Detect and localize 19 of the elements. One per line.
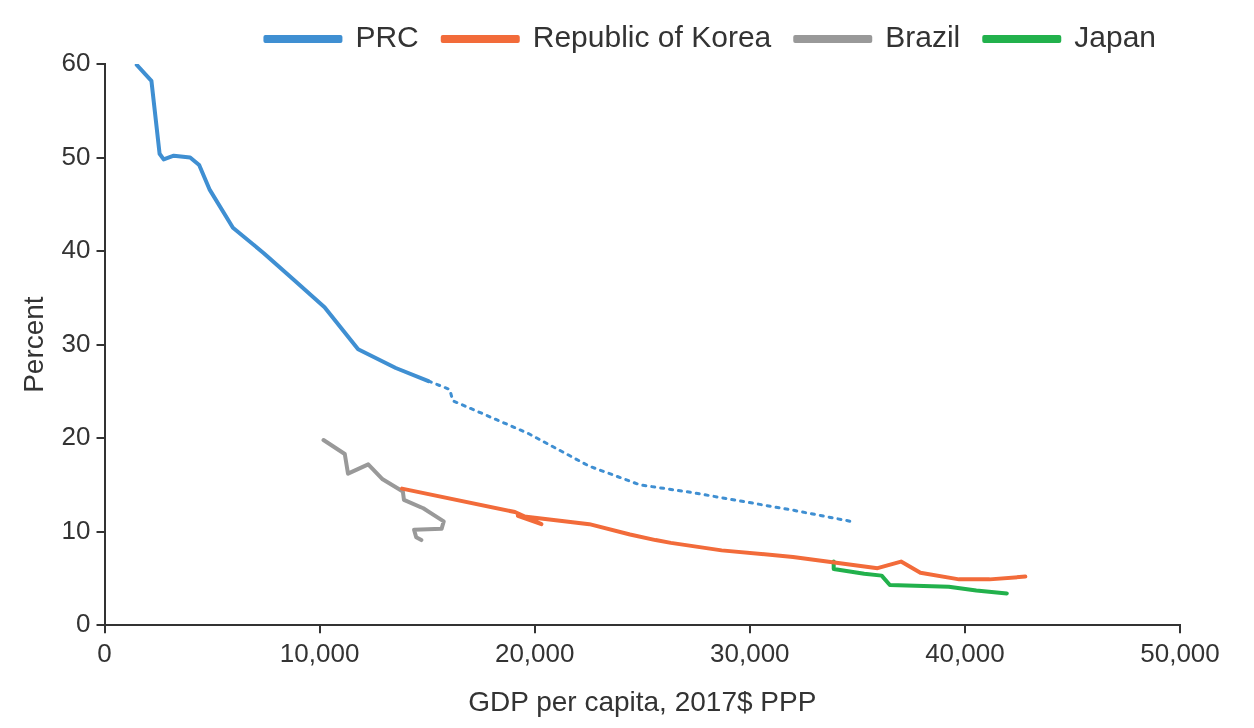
y-axis-title: Percent xyxy=(17,296,49,393)
y-tick-label: 40 xyxy=(61,234,91,265)
x-tick-label: 0 xyxy=(97,637,112,668)
legend-label: PRC xyxy=(355,20,419,54)
y-tick-label: 10 xyxy=(61,514,91,545)
legend-label: Republic of Korea xyxy=(532,20,772,54)
legend-label: Brazil xyxy=(885,20,961,54)
x-tick-label: 10,000 xyxy=(279,637,360,668)
y-tick-label: 0 xyxy=(76,608,91,639)
x-tick-label: 40,000 xyxy=(925,637,1005,668)
legend-label: Japan xyxy=(1074,20,1157,54)
x-tick-label: 20,000 xyxy=(494,637,575,668)
y-tick-label: 30 xyxy=(61,327,91,358)
y-tick-label: 60 xyxy=(61,47,91,78)
y-tick-label: 50 xyxy=(61,140,91,171)
x-tick-label: 50,000 xyxy=(1140,637,1220,668)
y-tick-label: 20 xyxy=(61,421,91,452)
x-axis-title: GDP per capita, 2017$ PPP xyxy=(468,685,817,717)
x-tick-label: 30,000 xyxy=(710,637,790,668)
